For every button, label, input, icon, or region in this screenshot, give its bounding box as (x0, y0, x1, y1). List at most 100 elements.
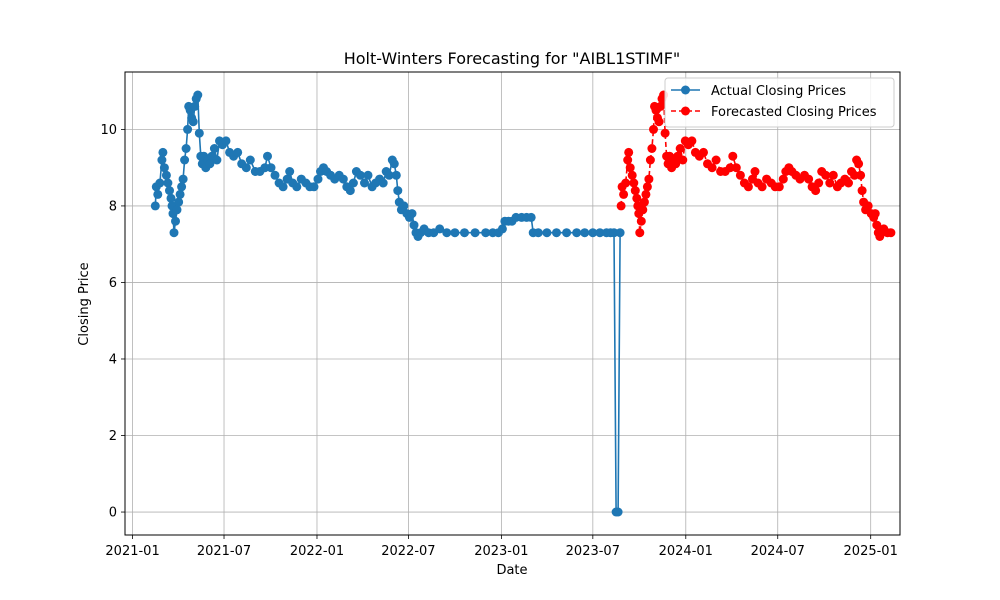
actual-data-point (526, 212, 536, 222)
actual-data-point (155, 178, 165, 188)
forecast-data-point (627, 170, 637, 180)
forecast-data-point (857, 186, 867, 196)
forecast-data-point (654, 117, 664, 127)
y-tick-label: 6 (109, 276, 117, 291)
actual-data-point (193, 90, 203, 100)
forecast-data-point (639, 197, 649, 207)
actual-data-point (481, 228, 491, 238)
actual-data-point (355, 170, 365, 180)
actual-data-point (181, 144, 191, 153)
actual-data-point (178, 174, 188, 184)
actual-data-point (245, 155, 255, 165)
grid-lines (125, 72, 900, 535)
forecast-data-point (711, 155, 721, 165)
actual-data-point (205, 159, 215, 169)
actual-data-point (363, 170, 373, 180)
actual-data-point (588, 228, 598, 238)
y-tick-label: 8 (109, 199, 117, 214)
actual-data-point (450, 228, 460, 238)
forecast-data-point (821, 170, 831, 180)
actual-data-point (180, 155, 190, 165)
forecast-data-point (678, 155, 688, 165)
forecast-data-point (625, 163, 635, 173)
actual-data-point (270, 170, 280, 180)
forecast-data-point (621, 178, 631, 188)
actual-data-point (172, 205, 182, 215)
actual-data-point (497, 224, 507, 234)
x-tick-label: 2022-01 (290, 544, 344, 559)
actual-data-point (389, 159, 399, 169)
actual-data-point (174, 197, 184, 207)
forecast-data-point (743, 182, 753, 192)
actual-data-point (175, 189, 185, 199)
actual-data-point (615, 228, 625, 238)
forecast-data-point (886, 228, 896, 238)
actual-data-point (166, 193, 176, 203)
actual-data-point (338, 174, 348, 184)
y-axis-label: Closing Price (77, 262, 92, 345)
forecast-data-point (636, 216, 646, 226)
actual-data-point (266, 163, 276, 173)
actual-data-point (384, 170, 394, 180)
forecast-data-point (644, 174, 654, 184)
forecast-series (616, 90, 896, 241)
legend-actual-marker (681, 85, 690, 95)
forecast-data-point (645, 155, 655, 165)
forecast-data-point (632, 193, 642, 203)
actual-data-point (285, 167, 295, 176)
actual-data-point (345, 186, 355, 196)
forecast-data-point (687, 136, 697, 146)
chart-title: Holt-Winters Forecasting for "AIBL1STIMF… (344, 49, 681, 68)
legend-actual-label: Actual Closing Prices (711, 84, 846, 99)
actual-data-point (169, 228, 179, 238)
actual-data-point (221, 136, 231, 146)
forecast-data-point (870, 209, 880, 219)
x-tick-label: 2025-01 (844, 544, 898, 559)
forecast-data-point (856, 170, 866, 180)
actual-data-point (194, 128, 204, 138)
forecast-data-point (804, 174, 814, 184)
actual-data-point (171, 216, 180, 226)
actual-data-point (313, 174, 323, 184)
actual-data-point (595, 228, 605, 238)
y-tick-label: 4 (109, 352, 117, 367)
actual-series (150, 90, 625, 517)
legend: Actual Closing Prices Forecasted Closing… (664, 77, 895, 128)
forecast-data-point (638, 205, 648, 215)
actual-data-point (407, 209, 417, 219)
actual-data-point (378, 178, 388, 188)
forecast-data-point (750, 167, 760, 176)
forecast-data-point (642, 182, 652, 192)
actual-data-point (442, 228, 452, 238)
actual-data-point (309, 182, 319, 192)
plot-frame (124, 71, 901, 536)
actual-data-point (150, 201, 160, 211)
forecast-data-point (774, 182, 784, 192)
forecast-data-point (728, 151, 738, 161)
actual-data-point (263, 151, 272, 161)
legend-forecast-marker (681, 106, 690, 116)
actual-data-point (212, 155, 222, 165)
x-tick-label: 2021-07 (197, 544, 251, 559)
forecast-data-point (872, 220, 882, 230)
actual-data-point (183, 124, 193, 134)
forecast-data-point (647, 144, 657, 153)
forecast-data-point (825, 178, 835, 188)
actual-data-point (165, 186, 174, 196)
y-axis-ticks: 0 2 4 6 8 10 (100, 123, 125, 521)
forecast-data-point (707, 163, 717, 173)
forecast-data-point (660, 128, 670, 138)
actual-data-point (292, 182, 302, 192)
x-tick-label: 2021-01 (105, 544, 159, 559)
forecast-data-point (844, 178, 853, 188)
x-axis-ticks: 2021-01 2021-07 2022-01 2022-07 2023-01 2023-… (105, 535, 898, 559)
actual-data-point (399, 201, 409, 211)
forecast-data-point (731, 163, 741, 173)
actual-data-point (552, 228, 561, 238)
actual-data-point (159, 163, 169, 173)
forecast-data-point (635, 228, 645, 238)
forecast-data-point (671, 159, 681, 169)
forecast-data-point (854, 159, 864, 169)
actual-data-point (163, 178, 173, 188)
